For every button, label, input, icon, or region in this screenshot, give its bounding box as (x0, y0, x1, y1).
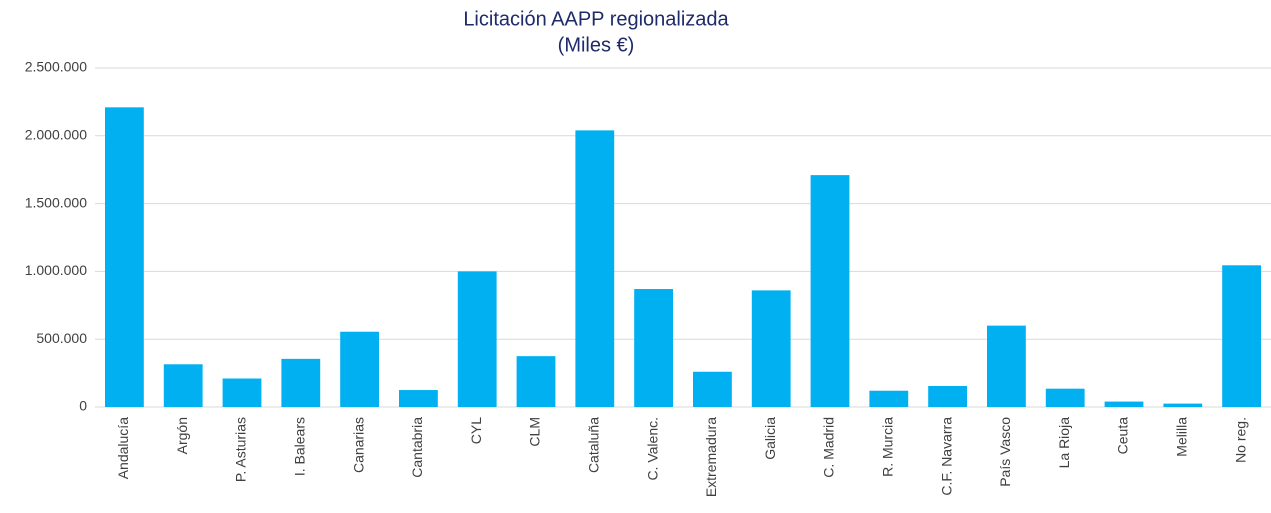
x-tick-label: No reg. (1232, 417, 1248, 463)
bar (751, 290, 791, 407)
bar (869, 390, 909, 407)
x-tick-label: Galicia (762, 417, 778, 460)
x-tick-label: R. Murcia (880, 417, 896, 477)
bar (516, 356, 556, 407)
y-tick-label: 500.000 (36, 330, 87, 346)
bar (104, 107, 144, 407)
x-tick-label: I. Balears (292, 417, 308, 476)
x-tick-label: CLM (527, 417, 543, 447)
chart-subtitle: (Miles €) (558, 34, 635, 56)
bar (692, 371, 732, 407)
x-tick-label: C.F. Navarra (938, 417, 954, 496)
bar (575, 130, 615, 407)
x-tick-label: Extremadura (703, 417, 719, 497)
bar (1104, 401, 1144, 407)
bar (457, 271, 497, 407)
x-tick-label: C. Valenc. (644, 417, 660, 481)
y-tick-label: 2.500.000 (25, 59, 87, 75)
x-tick-label: Cataluña (586, 417, 602, 473)
x-tick-label: CYL (468, 417, 484, 444)
x-tick-label: P. Asturias (233, 417, 249, 482)
bar (398, 390, 438, 407)
x-tick-label: Canarias (350, 417, 366, 473)
bar (634, 289, 674, 407)
y-tick-label: 1.000.000 (25, 262, 87, 278)
x-tick-label: Andalucía (115, 417, 131, 479)
bar (1163, 403, 1203, 407)
bar (222, 378, 262, 407)
x-tick-label: C. Madrid (821, 417, 837, 478)
x-tick-label: La Rioja (1056, 417, 1072, 469)
y-tick-label: 0 (79, 398, 87, 414)
x-tick-label: Melilla (1174, 417, 1190, 457)
chart-title: Licitación AAPP regionalizada (463, 8, 729, 30)
bar (163, 364, 203, 407)
x-tick-label: Argón (174, 417, 190, 454)
bar (928, 385, 968, 407)
y-tick-label: 2.000.000 (25, 127, 87, 143)
x-tick-label: Ceuta (1115, 417, 1131, 455)
bar (986, 325, 1026, 407)
bar (810, 175, 850, 407)
bar (281, 358, 321, 407)
bar (1045, 388, 1085, 407)
bar (340, 331, 380, 407)
y-tick-label: 1.500.000 (25, 194, 87, 210)
x-tick-label: País Vasco (997, 417, 1013, 487)
bar (1222, 265, 1262, 407)
x-tick-label: Cantabria (409, 417, 425, 478)
